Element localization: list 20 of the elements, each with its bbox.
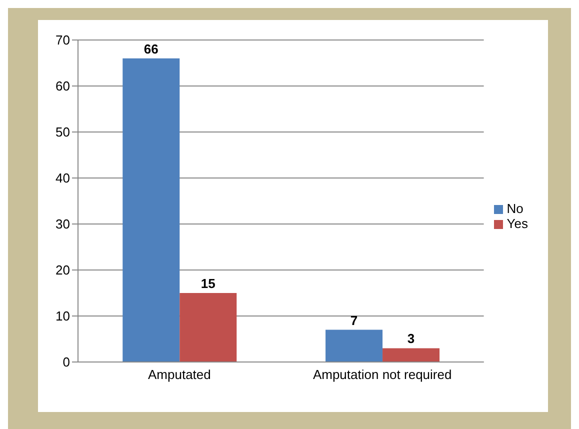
- legend-label: No: [506, 201, 524, 216]
- legend-label: Yes: [506, 216, 528, 231]
- data-label: 3: [407, 331, 415, 346]
- y-tick-label: 60: [56, 78, 70, 94]
- y-tick-label: 70: [56, 32, 70, 48]
- data-label: 66: [144, 41, 158, 56]
- bar: [326, 330, 383, 362]
- x-tick-label: Amputated: [148, 367, 211, 382]
- data-label: 7: [350, 312, 358, 328]
- bar: [180, 293, 237, 362]
- bar: [382, 348, 440, 362]
- y-tick-label: 10: [56, 308, 70, 324]
- x-tick-label: Amputation not required: [312, 367, 452, 382]
- y-tick-label: 20: [56, 262, 70, 278]
- y-tick-label: 40: [56, 170, 70, 186]
- y-tick-label: 50: [56, 124, 70, 140]
- y-tick-label: 30: [56, 216, 70, 232]
- y-tick-label: 0: [62, 354, 70, 370]
- bar: [122, 58, 180, 362]
- data-label: 15: [200, 276, 216, 291]
